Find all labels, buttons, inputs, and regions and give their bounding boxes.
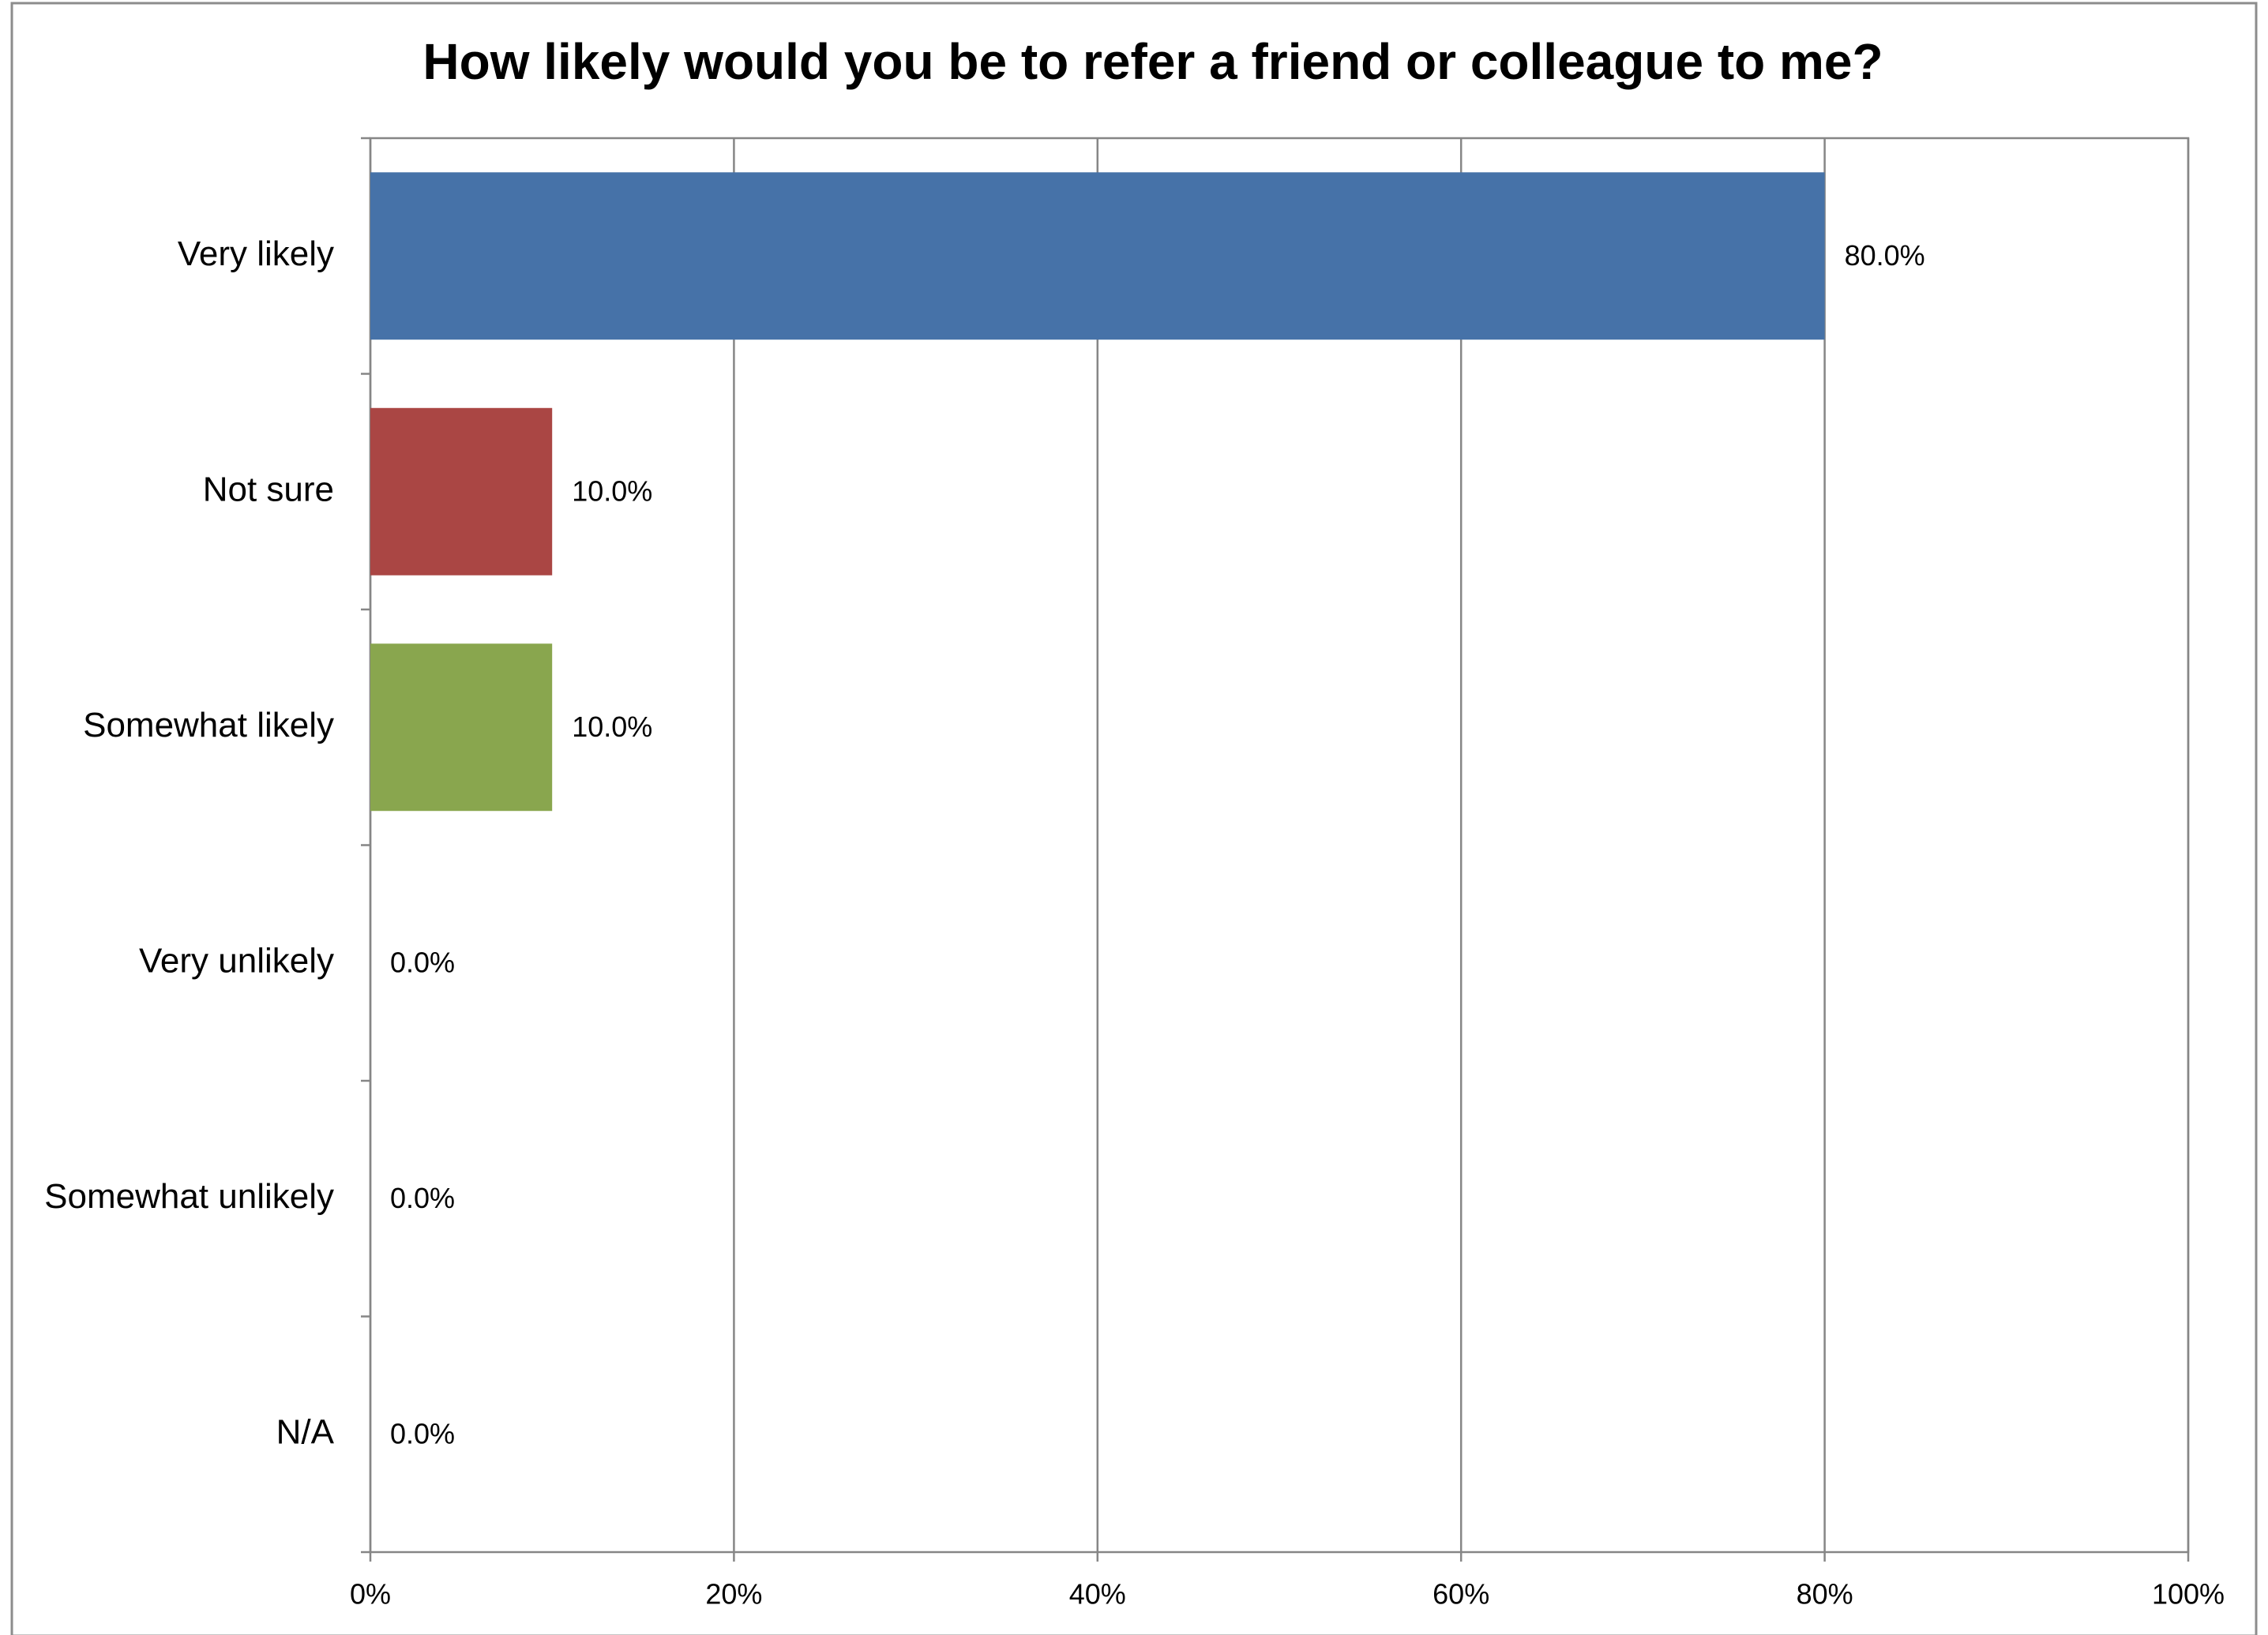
- y-tick-label: Very likely: [178, 234, 334, 273]
- y-tick-label: Somewhat likely: [83, 706, 334, 744]
- y-tick-label: Not sure: [203, 470, 334, 508]
- x-tick-label: 40%: [1069, 1578, 1126, 1611]
- value-label: 0.0%: [390, 1417, 455, 1449]
- x-tick-label: 100%: [2152, 1578, 2225, 1611]
- bar: [370, 643, 553, 812]
- value-label: 80.0%: [1845, 239, 1925, 272]
- bar: [370, 172, 1825, 340]
- value-label: 10.0%: [572, 474, 652, 507]
- value-label: 0.0%: [390, 1182, 455, 1214]
- value-label: 0.0%: [390, 946, 455, 978]
- chart-title: How likely would you be to refer a frien…: [422, 33, 1883, 90]
- x-tick-label: 60%: [1433, 1578, 1489, 1611]
- y-tick-label: N/A: [276, 1412, 335, 1451]
- bar: [370, 407, 553, 576]
- x-tick-label: 0%: [350, 1578, 391, 1611]
- x-tick-label: 20%: [705, 1578, 762, 1611]
- y-tick-label: Somewhat unlikely: [44, 1177, 334, 1216]
- value-label: 10.0%: [572, 711, 652, 743]
- y-tick-label: Very unlikely: [139, 941, 334, 980]
- x-tick-label: 80%: [1797, 1578, 1853, 1611]
